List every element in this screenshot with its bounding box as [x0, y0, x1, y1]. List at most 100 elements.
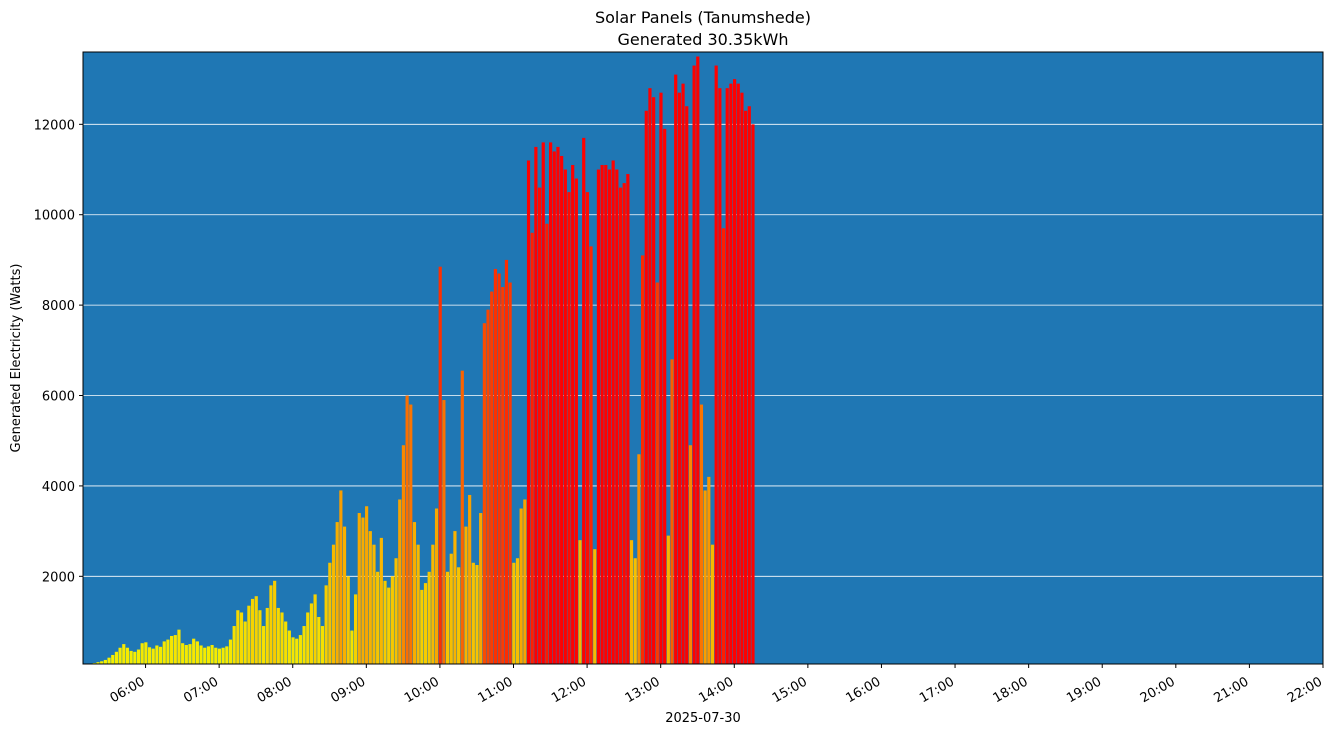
y-tick-label: 2000 [42, 570, 75, 585]
bar [641, 255, 645, 664]
bar [379, 537, 383, 664]
bar [611, 160, 615, 664]
bar [199, 645, 203, 664]
bar [652, 97, 656, 665]
bar [147, 647, 152, 664]
bar [107, 657, 111, 664]
bar [438, 266, 442, 664]
bar [530, 232, 534, 664]
bar [177, 629, 181, 664]
bar [637, 454, 641, 664]
bar [714, 65, 718, 665]
bar [688, 445, 693, 664]
bar [552, 151, 556, 664]
bar [309, 603, 314, 664]
x-tick-label: 15:00 [770, 674, 810, 706]
bar [273, 580, 277, 664]
y-tick-label: 8000 [42, 299, 75, 314]
bar [181, 643, 185, 664]
bar [328, 562, 332, 664]
x-tick-label: 10:00 [402, 674, 442, 706]
bar [721, 228, 726, 664]
bar [302, 626, 306, 664]
bar [604, 164, 608, 664]
bar [523, 499, 527, 664]
plot-frame [82, 51, 1324, 665]
bar [725, 88, 729, 664]
bar [214, 647, 218, 664]
bar [501, 287, 505, 664]
bar [596, 169, 601, 664]
bar [276, 607, 280, 664]
x-tick-label: 14:00 [696, 674, 736, 706]
bar [729, 83, 733, 664]
bar [659, 92, 663, 665]
bar [155, 645, 159, 664]
chart-subtitle: Generated 30.35kWh [618, 30, 789, 49]
bar [291, 637, 295, 664]
y-axis-label: Generated Electricity (Watts) [9, 264, 24, 453]
bar [254, 596, 258, 664]
bar [420, 589, 424, 664]
bar [284, 621, 288, 664]
bar [504, 259, 509, 664]
bar [295, 638, 299, 664]
bar [129, 650, 133, 664]
bar [626, 174, 630, 665]
bar [387, 587, 391, 664]
bar [298, 635, 302, 664]
bar [585, 192, 589, 664]
bar [247, 605, 251, 664]
bar [453, 531, 457, 664]
bar [353, 594, 358, 664]
x-tick-label: 16:00 [844, 674, 884, 706]
bar [482, 323, 486, 664]
bar [236, 610, 240, 664]
y-tick-label: 6000 [42, 390, 75, 405]
bar [118, 647, 122, 664]
bars-group [92, 56, 755, 665]
bar [493, 268, 497, 664]
bar [468, 494, 472, 664]
bar [269, 585, 273, 664]
bar [383, 580, 387, 664]
bar [221, 647, 225, 664]
bar [578, 540, 582, 664]
bar [409, 404, 413, 664]
bar [571, 164, 575, 664]
bar [541, 142, 545, 665]
bar [685, 106, 689, 665]
bar [460, 370, 464, 664]
bar [125, 647, 130, 664]
bar [475, 565, 479, 664]
bar [365, 506, 369, 664]
bar [114, 651, 119, 664]
bar [629, 540, 634, 664]
bar [618, 187, 623, 665]
bar [376, 571, 380, 664]
bar [350, 630, 354, 664]
bar [228, 639, 233, 664]
bar [162, 641, 166, 664]
bar [368, 531, 372, 664]
x-tick-label: 11:00 [476, 674, 516, 706]
bar [563, 169, 567, 664]
bar [324, 585, 328, 664]
bar [582, 137, 586, 664]
chart-title: Solar Panels (Tanumshede) [595, 8, 811, 27]
bar [740, 92, 744, 665]
bar [394, 558, 398, 664]
bar [560, 155, 564, 665]
bar [203, 647, 207, 664]
bar [357, 513, 361, 664]
bar [589, 246, 593, 664]
bar [622, 183, 626, 664]
y-tick-label: 4000 [42, 480, 75, 495]
bar [192, 638, 196, 664]
bar [486, 309, 490, 664]
bar [144, 642, 148, 664]
bar [744, 110, 748, 665]
bar [423, 583, 428, 664]
x-tick-label: 22:00 [1285, 674, 1325, 706]
bar [670, 359, 674, 664]
